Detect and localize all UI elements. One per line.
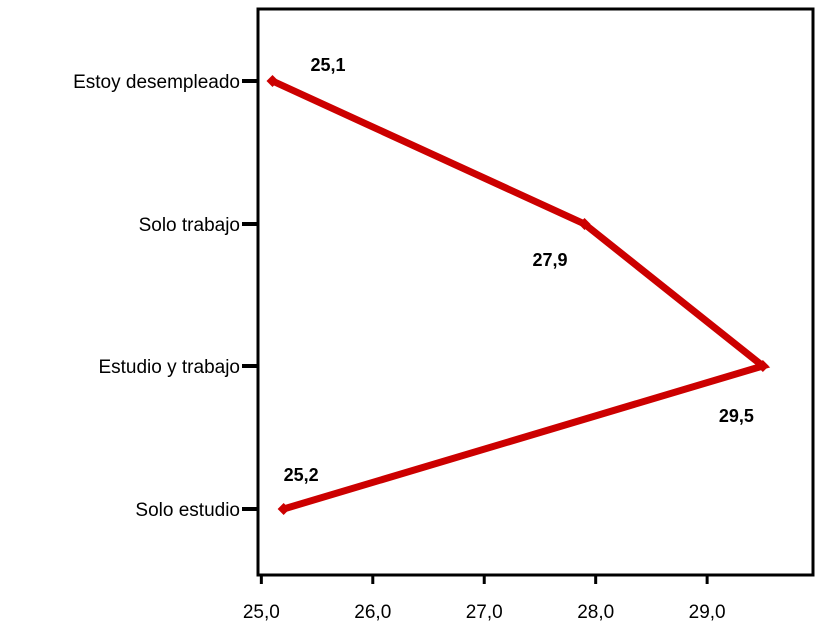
data-label: 25,2: [284, 465, 319, 485]
x-tick-label: 28,0: [577, 602, 614, 623]
data-label: 29,5: [719, 406, 754, 426]
data-point: [266, 75, 279, 87]
data-label: 25,1: [310, 55, 345, 75]
data-label: 27,9: [533, 250, 568, 270]
y-axis: Estoy desempleado Solo trabajo Estudio y t…: [73, 72, 258, 521]
x-axis: 25,0 26,0 27,0 28,0 29,0: [243, 575, 726, 623]
y-category-label: Solo trabajo: [139, 215, 240, 236]
y-category-label: Estudio y trabajo: [98, 357, 240, 378]
y-category-label: Estoy desempleado: [73, 72, 240, 93]
data-point: [756, 360, 769, 372]
x-tick-label: 26,0: [354, 602, 391, 623]
data-point: [578, 218, 591, 230]
x-tick-label: 25,0: [243, 602, 280, 623]
markers: [266, 75, 769, 515]
data-labels: 25,1 27,9 29,5 25,2: [284, 55, 754, 485]
x-tick-label: 29,0: [689, 602, 726, 623]
y-category-label: Solo estudio: [135, 500, 240, 521]
series-line: [271, 77, 771, 513]
x-tick-label: 27,0: [466, 602, 503, 623]
data-point: [277, 503, 290, 515]
plot-frame: [256, 7, 815, 577]
